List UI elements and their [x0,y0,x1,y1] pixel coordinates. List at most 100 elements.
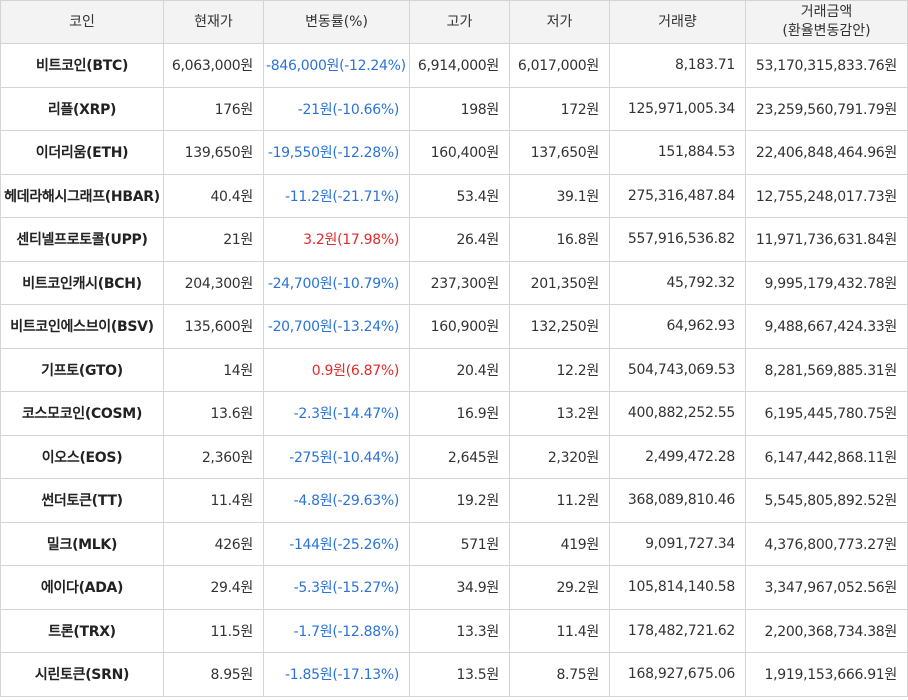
table-row: 비트코인캐시(BCH) 204,300원 -24,700원(-10.79%) 237,… [0,260,908,305]
trade-volume: 125,971,005.34 [609,86,746,131]
trade-volume: 368,089,810.46 [609,478,746,523]
low-price: 12.2원 [509,347,610,392]
high-price: 34.9원 [409,565,510,610]
change-rate: 3.2원(17.98%) [263,217,410,262]
coin-name: 기프토(GTO) [0,347,164,392]
high-price: 6,914,000원 [409,43,510,88]
current-price: 8.95원 [163,652,264,697]
coin-name: 이더리움(ETH) [0,130,164,175]
trade-volume: 9,091,727.34 [609,521,746,566]
header-price: 현재가 [163,0,264,44]
coin-name: 센티넬프로토콜(UPP) [0,217,164,262]
table-row: 에이다(ADA) 29.4원 -5.3원(-15.27%) 34.9원 29.2원 105… [0,565,908,610]
high-price: 19.2원 [409,478,510,523]
coin-name: 썬더토큰(TT) [0,478,164,523]
current-price: 13.6원 [163,391,264,436]
trade-volume: 64,962.93 [609,304,746,349]
table-row: 기프토(GTO) 14원 0.9원(6.87%) 20.4원 12.2원 504,743,… [0,347,908,392]
trade-amount: 12,755,248,017.73원 [745,173,908,218]
table-row: 이오스(EOS) 2,360원 -275원(-10.44%) 2,645원 2,320원… [0,434,908,479]
current-price: 40.4원 [163,173,264,218]
header-low: 저가 [509,0,610,44]
low-price: 172원 [509,86,610,131]
high-price: 571원 [409,521,510,566]
trade-volume: 557,916,536.82 [609,217,746,262]
table-row: 시린토큰(SRN) 8.95원 -1.85원(-17.13%) 13.5원 8.75원 1… [0,652,908,697]
current-price: 14원 [163,347,264,392]
coin-name: 비트코인(BTC) [0,43,164,88]
trade-amount: 53,170,315,833.76원 [745,43,908,88]
high-price: 26.4원 [409,217,510,262]
header-high: 고가 [409,0,510,44]
trade-amount: 23,259,560,791.79원 [745,86,908,131]
trade-amount: 1,919,153,666.91원 [745,652,908,697]
current-price: 6,063,000원 [163,43,264,88]
current-price: 11.4원 [163,478,264,523]
low-price: 201,350원 [509,260,610,305]
change-rate: -1.85원(-17.13%) [263,652,410,697]
change-rate: -2.3원(-14.47%) [263,391,410,436]
trade-volume: 2,499,472.28 [609,434,746,479]
low-price: 39.1원 [509,173,610,218]
table-row: 헤데라해시그래프(HBAR) 40.4원 -11.2원(-21.71%) 53.4원 3… [0,173,908,218]
coin-name: 트론(TRX) [0,608,164,653]
high-price: 13.5원 [409,652,510,697]
trade-amount: 3,347,967,052.56원 [745,565,908,610]
change-rate: -144원(-25.26%) [263,521,410,566]
header-amount: 거래금액 (환율변동감안) [745,0,908,44]
trade-volume: 504,743,069.53 [609,347,746,392]
current-price: 29.4원 [163,565,264,610]
table-row: 비트코인(BTC) 6,063,000원 -846,000원(-12.24%) 6,9… [0,43,908,88]
low-price: 11.2원 [509,478,610,523]
trade-amount: 5,545,805,892.52원 [745,478,908,523]
header-volume: 거래량 [609,0,746,44]
change-rate: -20,700원(-13.24%) [263,304,410,349]
trade-volume: 275,316,487.84 [609,173,746,218]
coin-name: 에이다(ADA) [0,565,164,610]
trade-amount: 9,488,667,424.33원 [745,304,908,349]
current-price: 176원 [163,86,264,131]
table-row: 코스모코인(COSM) 13.6원 -2.3원(-14.47%) 16.9원 13.2원… [0,391,908,436]
trade-amount: 11,971,736,631.84원 [745,217,908,262]
coin-name: 이오스(EOS) [0,434,164,479]
low-price: 132,250원 [509,304,610,349]
change-rate: 0.9원(6.87%) [263,347,410,392]
current-price: 135,600원 [163,304,264,349]
low-price: 29.2원 [509,565,610,610]
trade-amount: 2,200,368,734.38원 [745,608,908,653]
coin-name: 밀크(MLK) [0,521,164,566]
coin-name: 코스모코인(COSM) [0,391,164,436]
trade-volume: 151,884.53 [609,130,746,175]
trade-amount: 22,406,848,464.96원 [745,130,908,175]
header-row: 코인 현재가 변동률(%) 고가 저가 거래량 거래금액 (환율변동감안) [0,0,908,44]
table-row: 트론(TRX) 11.5원 -1.7원(-12.88%) 13.3원 11.4원 178,… [0,608,908,653]
current-price: 139,650원 [163,130,264,175]
low-price: 6,017,000원 [509,43,610,88]
header-change: 변동률(%) [263,0,410,44]
low-price: 2,320원 [509,434,610,479]
low-price: 11.4원 [509,608,610,653]
high-price: 160,900원 [409,304,510,349]
trade-volume: 178,482,721.62 [609,608,746,653]
high-price: 2,645원 [409,434,510,479]
trade-volume: 105,814,140.58 [609,565,746,610]
table-row: 밀크(MLK) 426원 -144원(-25.26%) 571원 419원 9,091,7… [0,521,908,566]
trade-volume: 168,927,675.06 [609,652,746,697]
table-row: 리플(XRP) 176원 -21원(-10.66%) 198원 172원 125,971,… [0,86,908,131]
coin-name: 비트코인캐시(BCH) [0,260,164,305]
trade-amount: 6,147,442,868.11원 [745,434,908,479]
low-price: 8.75원 [509,652,610,697]
high-price: 53.4원 [409,173,510,218]
change-rate: -1.7원(-12.88%) [263,608,410,653]
high-price: 198원 [409,86,510,131]
low-price: 419원 [509,521,610,566]
trade-amount: 8,281,569,885.31원 [745,347,908,392]
header-coin: 코인 [0,0,164,44]
current-price: 11.5원 [163,608,264,653]
change-rate: -846,000원(-12.24%) [263,43,410,88]
trade-volume: 400,882,252.55 [609,391,746,436]
table-row: 비트코인에스브이(BSV) 135,600원 -20,700원(-13.24%) 16… [0,304,908,349]
high-price: 20.4원 [409,347,510,392]
high-price: 237,300원 [409,260,510,305]
